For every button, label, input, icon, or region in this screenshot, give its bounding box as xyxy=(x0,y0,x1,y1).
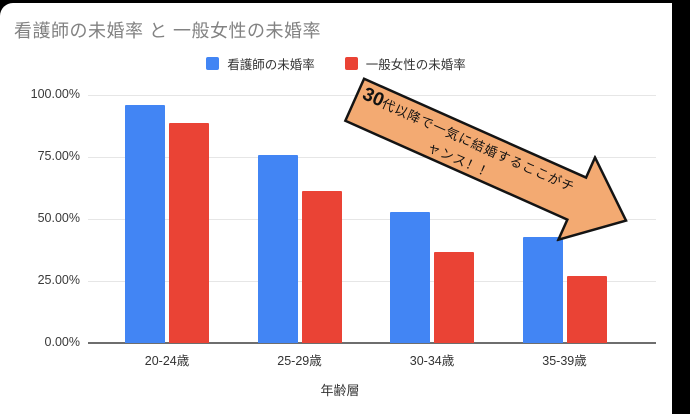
legend-label-nurse: 看護師の未婚率 xyxy=(227,58,315,72)
x-axis-category-label: 30-34歳 xyxy=(409,354,455,368)
x-axis-category-label: 35-39歳 xyxy=(542,354,587,368)
x-axis-line xyxy=(88,342,656,344)
gridline xyxy=(88,218,656,220)
gridline xyxy=(88,280,656,282)
bar-nurse[interactable] xyxy=(390,212,430,343)
gridline xyxy=(88,156,656,158)
legend: 看護師の未婚率 一般女性の未婚率 xyxy=(0,54,672,73)
legend-item-nurse[interactable]: 看護師の未婚率 xyxy=(206,54,315,73)
annotation-arrow[interactable]: 30代以降で一気に結婚するここがチャンス！！ xyxy=(334,56,648,265)
bar-general[interactable] xyxy=(566,276,607,343)
y-axis-tick-label: 50.00% xyxy=(37,211,80,225)
arrow-shape-icon xyxy=(343,77,628,242)
y-axis-tick-label: 0.00% xyxy=(44,335,80,349)
x-axis-title: 年齢層 xyxy=(320,383,360,398)
legend-swatch-nurse xyxy=(206,57,220,70)
bar-nurse[interactable] xyxy=(125,105,165,343)
y-axis-tick-label: 25.00% xyxy=(37,273,80,287)
bar-general[interactable] xyxy=(169,123,209,343)
legend-item-general[interactable]: 一般女性の未婚率 xyxy=(344,54,466,73)
bar-general[interactable] xyxy=(301,190,342,343)
bar-general[interactable] xyxy=(434,251,474,343)
bar-nurse[interactable] xyxy=(522,237,563,343)
legend-swatch-general xyxy=(344,57,358,70)
y-axis-tick-label: 100.00% xyxy=(30,87,80,101)
x-axis-category-label: 25-29歳 xyxy=(277,354,322,368)
legend-label-general: 一般女性の未婚率 xyxy=(365,58,466,72)
y-axis-tick-label: 75.00% xyxy=(37,149,80,163)
bar-nurse[interactable] xyxy=(257,155,298,343)
chart-title: 看護師の未婚率 と 一般女性の未婚率 xyxy=(14,21,322,41)
x-axis-category-label: 20-24歳 xyxy=(144,354,190,368)
